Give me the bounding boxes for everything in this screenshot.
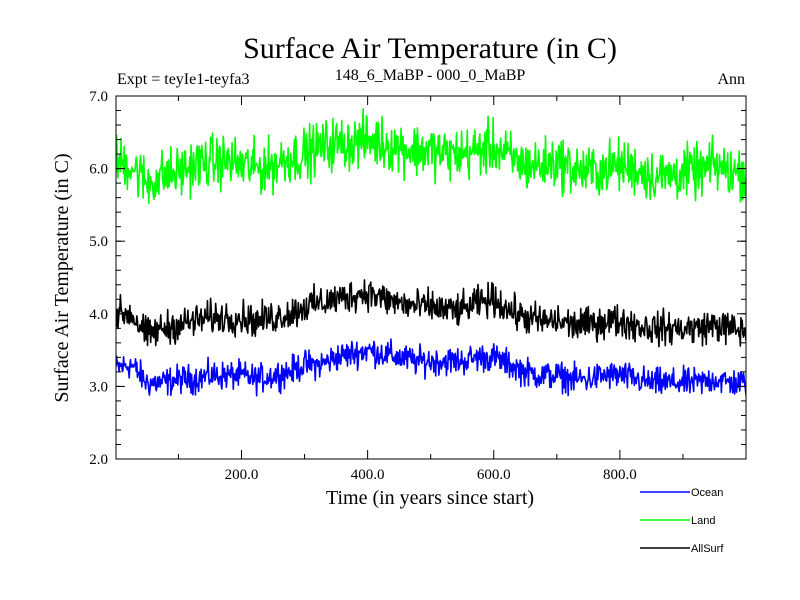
- series-line-land: [116, 108, 746, 205]
- x-axis-label: Time (in years since start): [326, 487, 534, 509]
- series-line-ocean: [116, 338, 746, 397]
- y-tick-label: 2.0: [89, 452, 108, 468]
- y-tick-label: 3.0: [89, 379, 108, 395]
- experiment-label: Expt = teyIe1-teyfa3: [117, 71, 250, 88]
- y-tick-label: 5.0: [89, 234, 108, 250]
- x-tick-label: 400.0: [351, 467, 385, 483]
- y-tick-label: 7.0: [89, 89, 108, 105]
- period-label: 148_6_MaBP - 000_0_MaBP: [335, 67, 526, 84]
- x-tick-label: 200.0: [225, 467, 259, 483]
- series-line-allsurf: [116, 279, 746, 348]
- y-tick-label: 4.0: [89, 307, 108, 323]
- legend-label-land: Land: [691, 515, 715, 527]
- season-label: Ann: [717, 71, 745, 88]
- x-tick-label: 800.0: [603, 467, 637, 483]
- y-tick-label: 6.0: [89, 162, 108, 178]
- legend-label-allsurf: AllSurf: [691, 543, 724, 555]
- plot-area: [115, 95, 747, 460]
- x-tick-label: 600.0: [477, 467, 511, 483]
- legend: Ocean Land AllSurf: [640, 487, 724, 555]
- y-axis-label: Surface Air Temperature (in C): [51, 153, 73, 402]
- chart-title: Surface Air Temperature (in C): [243, 32, 617, 65]
- legend-label-ocean: Ocean: [691, 487, 723, 499]
